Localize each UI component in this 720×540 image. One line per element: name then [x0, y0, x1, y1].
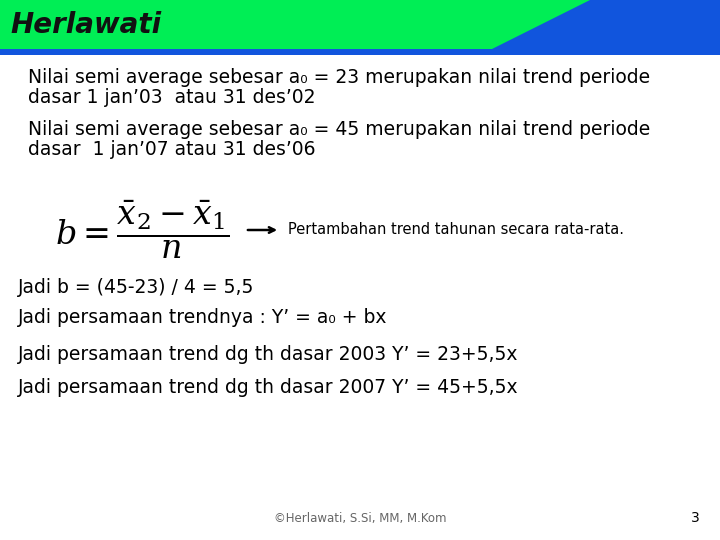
Text: ©Herlawati, S.Si, MM, M.Kom: ©Herlawati, S.Si, MM, M.Kom: [274, 512, 446, 525]
Text: Nilai semi average sebesar a₀ = 45 merupakan nilai trend periode: Nilai semi average sebesar a₀ = 45 merup…: [28, 120, 650, 139]
Text: 3: 3: [691, 511, 700, 525]
Text: $b = \dfrac{\bar{x}_2 - \bar{x}_1}{n}$: $b = \dfrac{\bar{x}_2 - \bar{x}_1}{n}$: [55, 199, 230, 261]
Text: Jadi persamaan trendnya : Y’ = a₀ + bx: Jadi persamaan trendnya : Y’ = a₀ + bx: [18, 308, 387, 327]
Text: dasar 1 jan’03  atau 31 des’02: dasar 1 jan’03 atau 31 des’02: [28, 88, 315, 107]
Text: dasar  1 jan’07 atau 31 des’06: dasar 1 jan’07 atau 31 des’06: [28, 140, 315, 159]
Polygon shape: [0, 0, 590, 50]
Polygon shape: [0, 0, 720, 50]
Polygon shape: [0, 49, 720, 55]
Text: Jadi b = (45-23) / 4 = 5,5: Jadi b = (45-23) / 4 = 5,5: [18, 278, 254, 297]
Text: Nilai semi average sebesar a₀ = 23 merupakan nilai trend periode: Nilai semi average sebesar a₀ = 23 merup…: [28, 68, 650, 87]
Text: Jadi persamaan trend dg th dasar 2007 Y’ = 45+5,5x: Jadi persamaan trend dg th dasar 2007 Y’…: [18, 378, 518, 397]
Text: Jadi persamaan trend dg th dasar 2003 Y’ = 23+5,5x: Jadi persamaan trend dg th dasar 2003 Y’…: [18, 345, 518, 364]
Text: Pertambahan trend tahunan secara rata-rata.: Pertambahan trend tahunan secara rata-ra…: [288, 222, 624, 238]
Text: Herlawati: Herlawati: [10, 11, 161, 39]
